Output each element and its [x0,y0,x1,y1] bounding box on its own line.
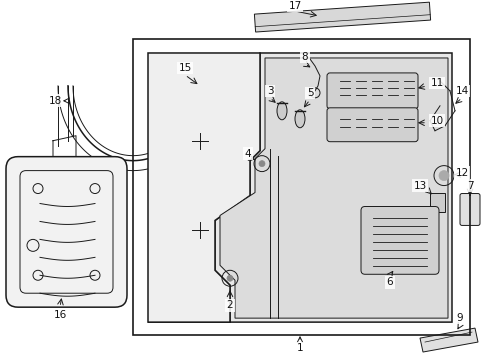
Bar [430,193,445,212]
FancyBboxPatch shape [327,73,418,109]
Polygon shape [254,2,431,32]
Polygon shape [420,328,478,352]
Text: 9: 9 [457,313,464,323]
Text: 12: 12 [455,168,468,177]
Text: 17: 17 [289,1,302,11]
Text: 4: 4 [245,149,251,159]
Bar [133,39,470,335]
Polygon shape [188,121,211,141]
Text: 6: 6 [387,277,393,287]
Text: 14: 14 [455,86,468,96]
Text: 13: 13 [414,181,427,190]
FancyBboxPatch shape [460,194,480,225]
Text: 7: 7 [466,181,473,190]
Text: 11: 11 [430,78,443,88]
Text: 15: 15 [178,63,192,73]
Text: 16: 16 [53,310,67,320]
Text: 2: 2 [227,300,233,310]
Text: 5: 5 [307,88,313,98]
Polygon shape [220,58,448,318]
Circle shape [439,171,449,181]
FancyBboxPatch shape [361,207,439,274]
Polygon shape [148,53,452,322]
Ellipse shape [277,102,287,120]
FancyBboxPatch shape [6,157,127,307]
Text: 18: 18 [49,96,62,106]
Ellipse shape [295,110,305,128]
Text: 1: 1 [296,343,303,353]
Text: 3: 3 [267,86,273,96]
Circle shape [259,161,265,167]
Circle shape [227,275,233,281]
Polygon shape [148,53,260,322]
Text: 8: 8 [302,52,308,62]
FancyBboxPatch shape [327,108,418,142]
Text: 10: 10 [430,116,443,126]
